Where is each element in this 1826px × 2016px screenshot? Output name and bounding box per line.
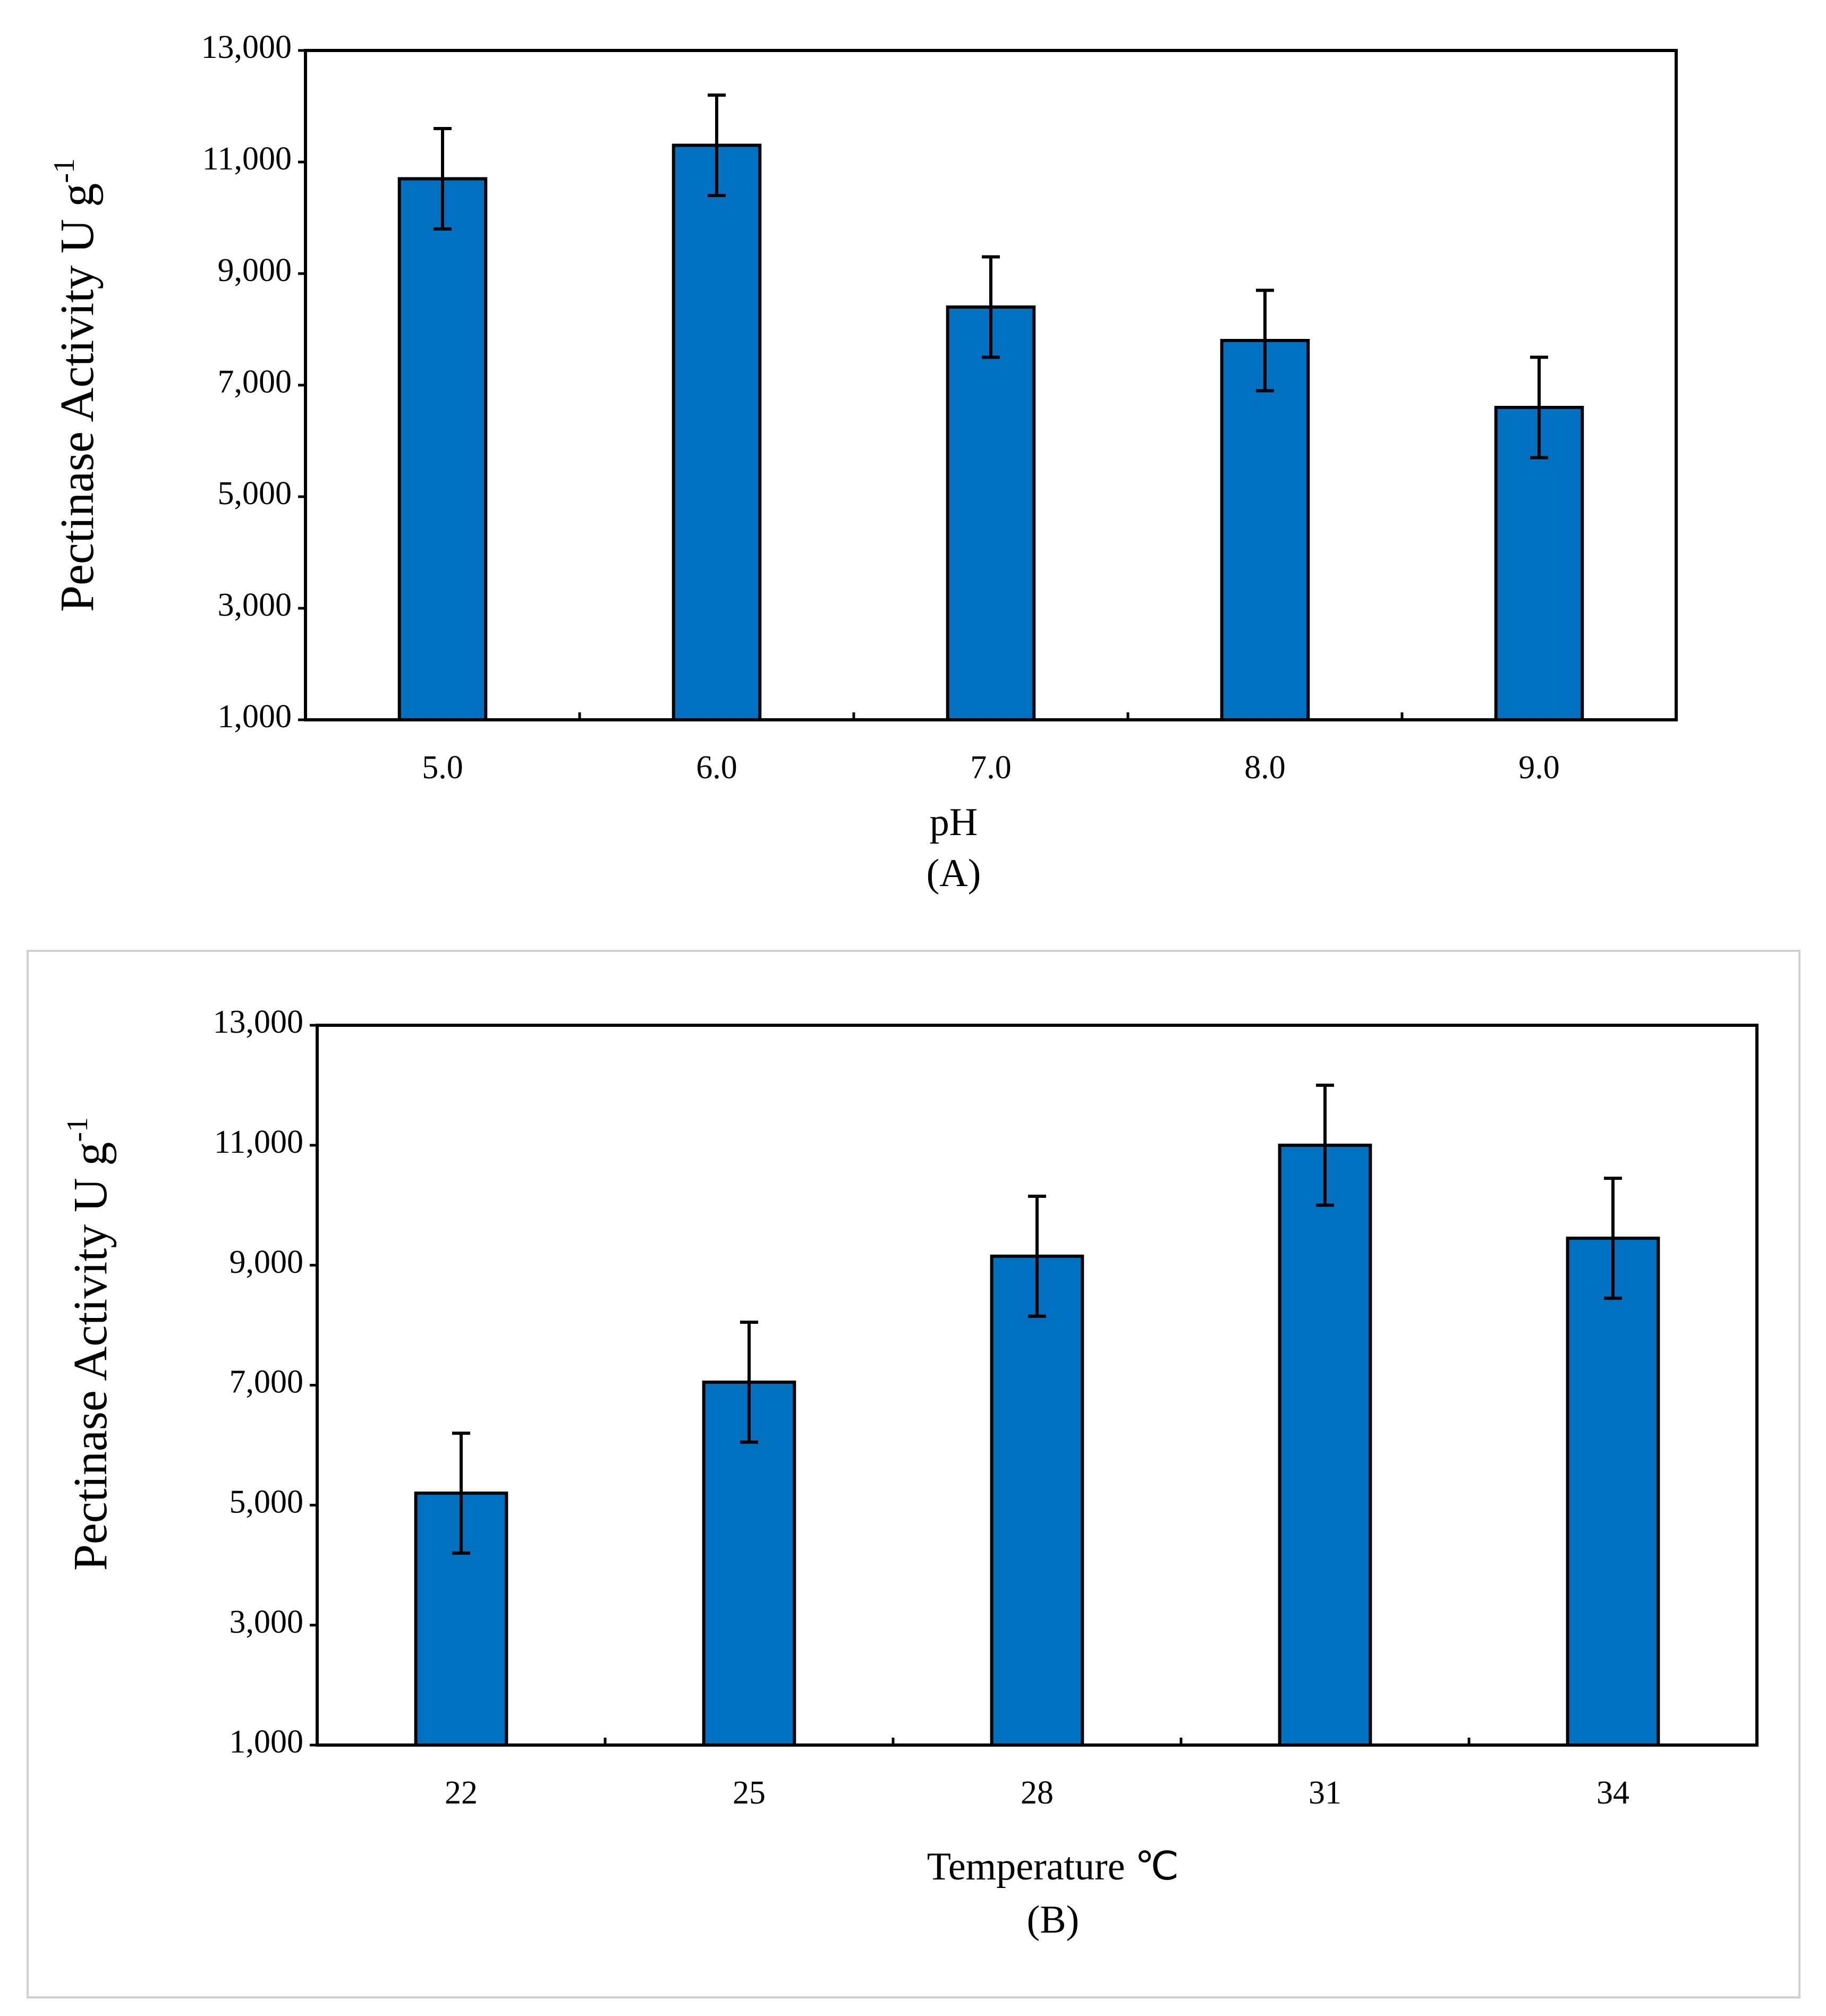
panel-b-bar [990,1254,1084,1747]
panel-b-y-tick-label: 13,000 [213,1004,304,1040]
panel-b-x-tick-label: 22 [445,1775,478,1811]
panel-a-bar [1220,339,1310,721]
panel-b-y-tick-label: 1,000 [230,1724,304,1760]
panel-b-bar [1566,1236,1660,1747]
panel-b-frame [27,950,1800,1998]
panel-b-y-tick-label: 3,000 [230,1604,304,1640]
panel-b-y-axis-label: Pectinase Activity U g-1 [61,1117,117,1571]
panel-a-x-tick-label: 5.0 [422,750,463,786]
panel-a-error-bar [434,127,452,231]
panel-b-x-tick-label: 34 [1596,1775,1629,1811]
panel-b-label: (B) [1027,1898,1080,1942]
panel-a-x-tick-label: 8.0 [1244,750,1286,786]
panel-b-y-ticks: 1,000 3,000 5,000 7,000 9,000 11,000 13,000 [213,1004,317,1760]
panel-a-bars [397,143,1584,721]
panel-a-x-tick-label: 6.0 [696,750,737,786]
panel-b-error-bar [1028,1194,1046,1318]
panel-a-x-tick-label: 7.0 [970,750,1012,786]
panel-a-error-bar [982,255,1000,359]
panel-b-error-bars [452,1083,1622,1555]
panel-a-bar [946,305,1036,721]
panel-b-x-tick-label: 25 [733,1775,766,1811]
panel-a-y-tick-label: 5,000 [218,475,292,512]
panel-a-bar [397,177,488,721]
panel-a-y-tick-label: 9,000 [218,252,292,288]
panel-a-y-tick-label: 3,000 [218,587,292,623]
panel-b-x-axis-label: Temperature ℃ [927,1845,1179,1889]
panel-a-error-bar [708,93,726,197]
panel-a-y-tick-label: 7,000 [218,364,292,400]
panel-a-error-bars [434,93,1548,460]
panel-b-error-bar [452,1431,470,1555]
panel-a-label: (A) [927,852,981,895]
panel-b-error-bar [1316,1083,1334,1207]
panel-b-y-tick-label: 11,000 [214,1124,303,1160]
panel-b-error-bar [740,1320,758,1444]
panel-a-bar [672,143,762,721]
panel-a-chart: 1,000 3,000 5,000 7,000 9,000 11,000 13,000 5.… [48,29,1678,895]
panel-a-y-axis-label: Pectinase Activity U g-1 [48,158,104,612]
panel-b-error-bar [1604,1176,1622,1300]
panel-b-x-tick-label: 28 [1021,1775,1054,1811]
panel-a-y-tick-label: 1,000 [218,699,292,735]
panel-b-bar [1278,1143,1372,1747]
panel-b-x-ticks: 22 25 28 31 34 [445,1738,1629,1811]
panel-b-y-tick-label: 9,000 [230,1244,304,1280]
panel-a-y-ticks: 1,000 3,000 5,000 7,000 9,000 11,000 13,000 [201,29,305,735]
panel-a-y-tick-label: 11,000 [202,141,292,177]
panel-a-bar [1494,406,1584,721]
panel-a-x-tick-label: 9.0 [1518,750,1560,786]
panel-a-x-ticks: 5.0 6.0 7.0 8.0 9.0 [422,712,1560,786]
panel-b-x-tick-label: 31 [1309,1775,1341,1811]
panel-b-y-tick-label: 5,000 [230,1484,304,1520]
panel-b-y-tick-label: 7,000 [230,1364,304,1400]
panel-a-x-axis-label: pH [930,801,978,844]
panel-b-chart: 1,000 3,000 5,000 7,000 9,000 11,000 13,000 22… [61,1004,1759,1942]
panel-a-error-bar [1530,355,1548,460]
panel-a-y-tick-label: 13,000 [201,29,292,65]
panel-a-error-bar [1256,288,1274,393]
